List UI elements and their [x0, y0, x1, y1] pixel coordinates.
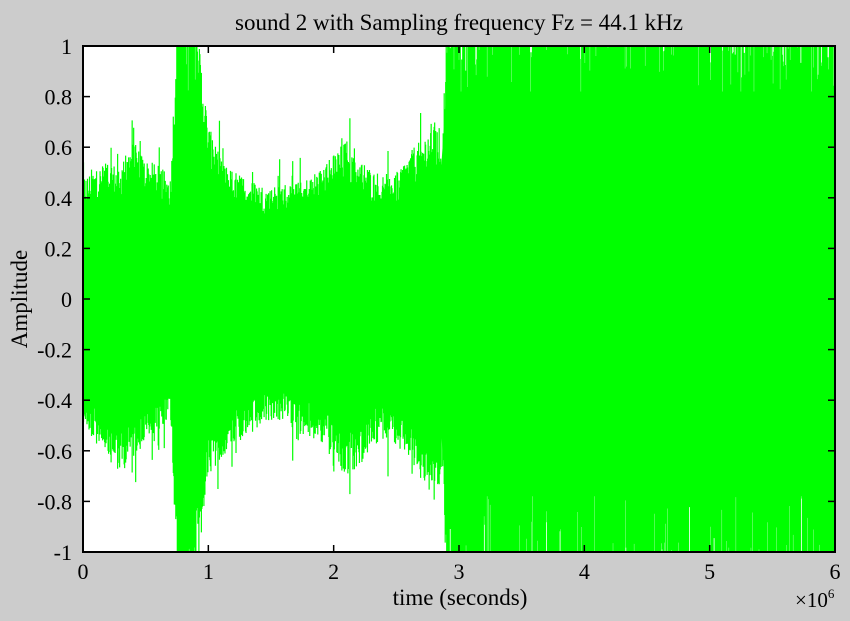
signal-waveform	[82, 46, 836, 552]
y-tick-label: -1	[54, 540, 72, 565]
y-tick-label: 0.6	[45, 135, 73, 160]
x-tick-label: 5	[704, 559, 715, 584]
y-tick-label: 0.2	[45, 236, 73, 261]
axis-ticks: 0 1 2 3 4 5 6 1 0.8 0.6 0.4 0.2 0 -0.2 -0.4 -0.6 -0.8 -1	[37, 34, 840, 584]
y-tick-label: 0	[61, 287, 72, 312]
y-tick-label: 0.8	[45, 85, 73, 110]
chart-title: sound 2 with Sampling frequency Fz = 44.…	[235, 10, 683, 35]
y-tick-label: -0.2	[37, 338, 72, 363]
y-tick-label: -0.6	[37, 439, 72, 464]
y-tick-label: -0.4	[37, 388, 72, 413]
y-tick-label: -0.8	[37, 489, 72, 514]
x-tick-label: 0	[78, 559, 89, 584]
y-tick-label: 0.4	[45, 186, 73, 211]
y-tick-label: 1	[61, 34, 72, 59]
y-axis-label: Amplitude	[7, 250, 32, 348]
x-multiplier-base: ×10	[795, 588, 828, 612]
signal-core	[83, 91, 835, 497]
x-multiplier: ×106	[795, 586, 835, 612]
x-axis-label: time (seconds)	[393, 585, 528, 610]
x-multiplier-exponent: 6	[828, 586, 835, 601]
x-tick-label: 6	[830, 559, 841, 584]
x-tick-label: 4	[579, 559, 590, 584]
x-tick-label: 2	[328, 559, 339, 584]
x-tick-label: 3	[454, 559, 465, 584]
x-tick-label: 1	[203, 559, 214, 584]
